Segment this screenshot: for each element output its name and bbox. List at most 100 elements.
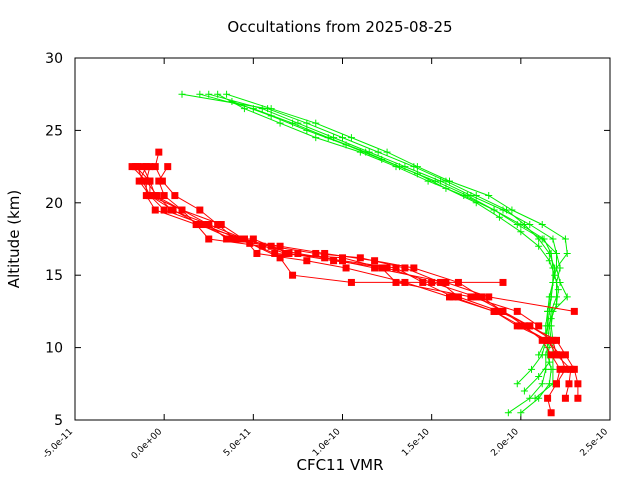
y-tick-label: 30 (45, 51, 63, 67)
data-point (561, 365, 569, 373)
data-point (146, 177, 154, 185)
x-tick-label: 5.0e-11 (222, 427, 254, 459)
data-point (303, 119, 311, 127)
y-tick-label: 15 (45, 268, 63, 284)
data-point (312, 119, 320, 127)
data-point (517, 322, 525, 330)
data-point (499, 307, 507, 315)
data-point (303, 126, 311, 134)
data-point (517, 228, 525, 236)
data-point (513, 307, 521, 315)
data-point (158, 177, 166, 185)
data-point (513, 380, 521, 388)
data-point (196, 90, 204, 98)
data-point (276, 242, 284, 250)
data-point (549, 235, 557, 243)
data-point (551, 271, 559, 279)
data-point (267, 112, 275, 120)
data-point (549, 278, 557, 286)
data-point (223, 235, 231, 243)
data-point (342, 264, 350, 272)
data-point (565, 380, 573, 388)
data-point (574, 394, 582, 402)
data-point (561, 235, 569, 243)
data-point (528, 365, 536, 373)
data-point (544, 336, 552, 344)
data-point (214, 90, 222, 98)
data-point (178, 206, 186, 214)
data-point (271, 249, 279, 257)
series-red-7 (128, 163, 560, 359)
series-line (135, 166, 503, 283)
data-point (544, 394, 552, 402)
x-tick-label: 0.0e+00 (130, 427, 165, 462)
data-point (383, 264, 391, 272)
data-point (547, 293, 555, 301)
y-tick-label: 20 (45, 196, 63, 212)
data-point (151, 206, 159, 214)
data-point (561, 394, 569, 402)
data-point (535, 322, 543, 330)
data-point (196, 206, 204, 214)
data-point (556, 351, 564, 359)
data-point (253, 249, 261, 257)
x-axis-title: CFC11 VMR (296, 456, 383, 474)
data-point (167, 206, 175, 214)
data-point (178, 90, 186, 98)
data-point (132, 163, 140, 171)
data-point (160, 192, 168, 200)
data-point (538, 336, 546, 344)
data-point (513, 322, 521, 330)
data-point (339, 134, 346, 142)
data-point (142, 177, 150, 185)
data-point (151, 163, 159, 171)
data-point (228, 235, 236, 243)
data-point (535, 373, 543, 381)
data-point (545, 358, 553, 366)
data-point (240, 235, 248, 243)
data-point (574, 380, 582, 388)
data-point (472, 293, 480, 301)
data-point (196, 221, 204, 229)
data-point (556, 365, 564, 373)
data-point (128, 163, 136, 171)
data-point (499, 278, 507, 286)
data-point (392, 264, 400, 272)
series-line (138, 166, 539, 327)
data-point (449, 293, 457, 301)
data-point (371, 264, 379, 272)
data-point (383, 148, 391, 156)
data-point (146, 192, 154, 200)
data-point (289, 271, 297, 279)
data-point (554, 286, 562, 294)
data-point (321, 249, 329, 257)
data-point (347, 278, 355, 286)
data-point (142, 192, 150, 200)
y-tick-label: 25 (45, 123, 63, 139)
data-point (535, 351, 543, 359)
data-point (276, 119, 284, 127)
series-red-6 (135, 163, 543, 330)
data-point (547, 315, 555, 323)
series-line (199, 93, 554, 356)
data-point (342, 141, 350, 149)
data-point (374, 148, 382, 156)
data-point (321, 254, 329, 262)
data-point (214, 221, 222, 229)
data-point (347, 134, 355, 142)
data-point (410, 163, 418, 171)
data-point (547, 249, 555, 257)
data-point (454, 293, 462, 301)
data-point (153, 192, 161, 200)
data-point (410, 264, 418, 272)
series-line (226, 93, 568, 399)
data-point (570, 365, 578, 373)
data-point (330, 257, 338, 265)
series-line (217, 93, 561, 414)
data-point (567, 365, 575, 373)
series-green-12 (196, 90, 557, 359)
data-point (281, 249, 289, 257)
data-point (478, 293, 486, 301)
data-point (526, 322, 534, 330)
